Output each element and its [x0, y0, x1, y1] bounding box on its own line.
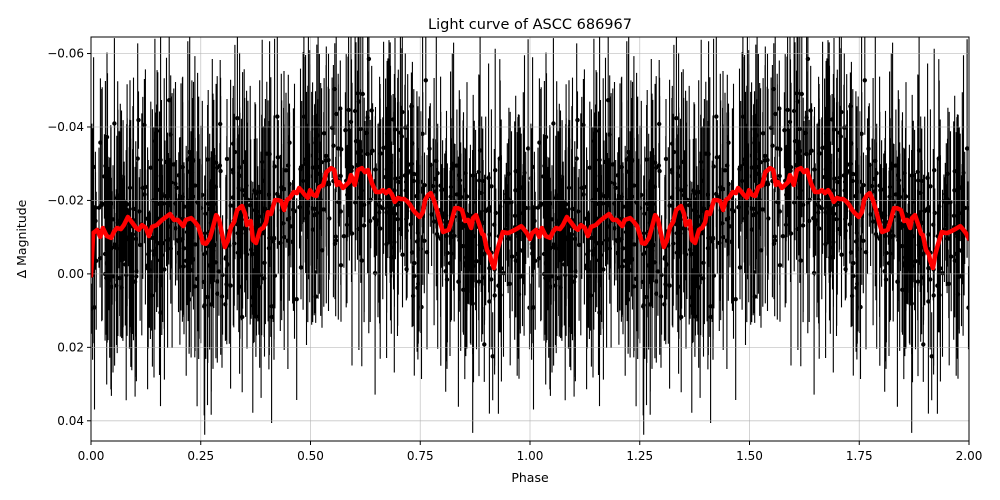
model-curve [91, 165, 969, 278]
x-tick-label: 1.25 [626, 449, 653, 463]
y-tick-label: −0.04 [47, 120, 84, 134]
x-axis-label: Phase [511, 470, 549, 485]
y-tick-label: 0.00 [57, 267, 84, 281]
x-tick-label: 0.75 [407, 449, 434, 463]
y-tick-label: 0.02 [57, 340, 84, 354]
x-axis-ticks: 0.00 0.25 0.50 0.75 1.00 1.25 1.50 1.75 2.00 [78, 441, 983, 463]
y-axis-label: Δ Magnitude [14, 199, 29, 278]
x-tick-label: 0.00 [78, 449, 105, 463]
x-tick-label: 0.50 [297, 449, 324, 463]
grid-lines-overlay [90, 37, 970, 441]
y-tick-label: 0.04 [57, 414, 84, 428]
y-axis-ticks: −0.06 −0.04 −0.02 0.00 0.02 0.04 [47, 47, 91, 428]
x-tick-label: 2.00 [956, 449, 983, 463]
x-tick-label: 1.75 [846, 449, 873, 463]
x-tick-label: 1.00 [517, 449, 544, 463]
x-tick-label: 0.25 [187, 449, 214, 463]
x-tick-label: 1.50 [736, 449, 763, 463]
chart-title: Light curve of ASCC 686967 [428, 17, 632, 33]
y-tick-label: −0.06 [47, 47, 84, 61]
y-tick-label: −0.02 [47, 193, 84, 207]
